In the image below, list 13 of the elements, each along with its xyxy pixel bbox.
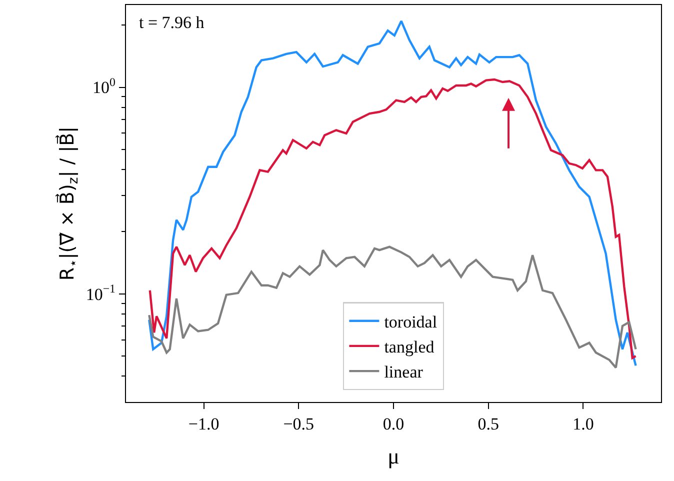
y-tick-label: 10$^{0}$ [92,75,116,98]
annotation: t = 7.96 h [139,13,205,32]
x-tick-label: 0.0 [382,414,404,434]
legend-label: tangled [384,338,435,357]
legend-label: linear [384,362,424,382]
legend-label: toroidal [384,312,438,332]
y-tick-label: 10$^{−1}$ [86,282,116,304]
x-tick-label: 0.5 [478,414,499,434]
x-tick-label: 1.0 [572,414,594,434]
x-tick-label: −0.5 [283,414,314,434]
line-series [148,78,637,360]
x-axis-title: μ [388,443,400,468]
x-tick-label: −1.0 [188,414,220,434]
